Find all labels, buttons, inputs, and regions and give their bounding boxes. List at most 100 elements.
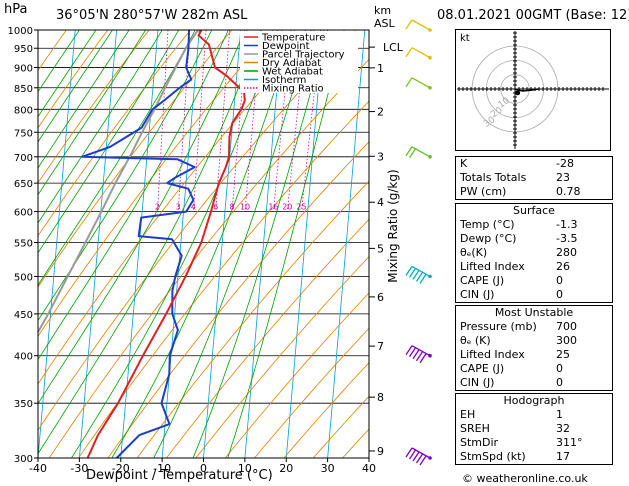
temp-label--40: -40 xyxy=(29,462,47,475)
km-label-4: 4 xyxy=(377,196,384,209)
isotherm--30 xyxy=(78,30,117,458)
most-unstable-value: 0 xyxy=(556,362,563,375)
most-unstable-row: CAPE (J) 0 xyxy=(456,362,612,376)
km-label-8: 8 xyxy=(377,391,384,404)
mixing-ratio-label-4: 4 xyxy=(191,203,196,212)
temp-label--10: -10 xyxy=(153,462,171,475)
wind-barb-300 xyxy=(405,447,432,466)
dry-adiabat-270 xyxy=(38,30,191,237)
most-unstable-label: CIN (J) xyxy=(460,376,495,389)
dewpoint-line xyxy=(81,30,196,458)
most-unstable-label: Pressure (mb) xyxy=(460,320,537,333)
pressure-label-900: 900 xyxy=(14,63,33,74)
dry-adiabat-380 xyxy=(224,292,369,458)
surface-label: θₑ(K) xyxy=(460,246,488,259)
mixing-ratio-line-6 xyxy=(215,30,231,212)
most-unstable-row: Pressure (mb) 700 xyxy=(456,320,612,334)
hodograph-index-row: StmSpd (kt) 17 xyxy=(456,450,612,464)
lcl-label: LCL xyxy=(383,41,404,54)
isotherm-10 xyxy=(244,30,283,458)
surface-label: Temp (°C) xyxy=(460,218,515,231)
km-label-7: 7 xyxy=(377,340,384,353)
surface-row: Lifted Index 26 xyxy=(456,260,612,274)
mixing-ratio-label-6: 6 xyxy=(213,203,218,212)
hodograph-index-row: EH 1 xyxy=(456,408,612,422)
pressure-label-300: 300 xyxy=(14,454,33,465)
mixing-ratio-line-8 xyxy=(231,30,248,212)
hodograph-trace xyxy=(514,88,539,92)
most-unstable-label: θₑ (K) xyxy=(460,334,491,347)
indices-table: K -28 Totals Totals 23 PW (cm) 0.78 xyxy=(455,156,613,200)
mixing-ratio-label-2: 2 xyxy=(155,203,160,212)
surface-value: -3.5 xyxy=(556,232,578,245)
temp-label-30: 30 xyxy=(321,462,335,475)
pressure-label-1000: 1000 xyxy=(8,26,33,37)
surface-table: Surface Temp (°C) -1.3 Dewp (°C) -3.5 θₑ(K) 2… xyxy=(455,203,613,303)
datetime-title: 08.01.2021 00GMT (Base: 12) xyxy=(437,8,629,23)
index-row: PW (cm) 0.78 xyxy=(456,185,612,199)
most-unstable-label: CAPE (J) xyxy=(460,362,505,375)
mixing-ratio-label-16: 16 xyxy=(268,203,278,212)
wet-adiabat--14 xyxy=(38,30,146,196)
hodograph-index-label: SREH xyxy=(460,422,490,435)
pressure-label-950: 950 xyxy=(14,44,33,55)
hodograph-index-value: 17 xyxy=(556,450,570,463)
wet-adiabat--6 xyxy=(38,30,180,254)
dry-adiabat-290 xyxy=(38,30,274,338)
most-unstable-label: Lifted Index xyxy=(460,348,525,361)
hodograph-index-value: 32 xyxy=(556,422,570,435)
mixing-ratio-line-25 xyxy=(301,30,322,212)
isotherm-20 xyxy=(285,30,324,458)
surface-row: Temp (°C) -1.3 xyxy=(456,218,612,232)
index-label: PW (cm) xyxy=(460,185,507,198)
hodograph-index-row: SREH 32 xyxy=(456,422,612,436)
legend-entry-1: Dewpoint xyxy=(262,41,310,52)
legend-entry-4: Wet Adiabat xyxy=(262,67,323,78)
hpa-unit-label: hPa xyxy=(4,2,28,17)
surface-value: 0 xyxy=(556,288,563,301)
surface-row: CIN (J) 0 xyxy=(456,288,612,302)
temp-label--20: -20 xyxy=(112,462,130,475)
surface-value: 280 xyxy=(556,246,577,259)
legend-entry-3: Dry Adiabat xyxy=(262,58,321,69)
wind-barb-700 xyxy=(405,146,432,159)
isotherm--20 xyxy=(120,30,159,458)
temp-label-40: 40 xyxy=(362,462,376,475)
surface-label: CIN (J) xyxy=(460,288,495,301)
km-label-3: 3 xyxy=(377,150,384,163)
most-unstable-value: 300 xyxy=(556,334,577,347)
wet-adiabat--30 xyxy=(38,30,80,93)
pressure-label-550: 550 xyxy=(14,239,33,250)
index-value: 0.78 xyxy=(556,185,581,198)
most-unstable-row: θₑ (K) 300 xyxy=(456,334,612,348)
index-row: K -28 xyxy=(456,157,612,171)
dry-adiabat-280 xyxy=(38,30,233,288)
km-label-9: 9 xyxy=(377,445,384,458)
surface-label: Dewp (°C) xyxy=(460,232,517,245)
isotherm-0 xyxy=(203,30,242,458)
most-unstable-table: Most Unstable Pressure (mb) 700 θₑ (K) 300 L… xyxy=(455,305,613,391)
dry-adiabat-250 xyxy=(38,30,109,129)
legend-entry-2: Parcel Trajectory xyxy=(262,50,345,61)
mixing-ratio-label-10: 10 xyxy=(240,203,250,212)
wind-barb-925 xyxy=(405,47,432,60)
most-unstable-title: Most Unstable xyxy=(494,306,574,319)
isotherm--10 xyxy=(161,30,200,458)
surface-label: CAPE (J) xyxy=(460,274,505,287)
mixing-ratio-label-3: 3 xyxy=(176,203,181,212)
legend-background xyxy=(240,31,358,93)
legend-entry-5: Isotherm xyxy=(262,75,306,86)
legend-entry-0: Temperature xyxy=(261,33,325,44)
index-label: Totals Totals xyxy=(460,171,527,184)
km-label-2: 2 xyxy=(377,106,384,119)
most-unstable-value: 700 xyxy=(556,320,577,333)
surface-row: Dewp (°C) -3.5 xyxy=(456,232,612,246)
wind-barb-850 xyxy=(405,77,432,90)
mixing-ratio-label-20: 20 xyxy=(282,203,292,212)
hodograph-table-title: Hodograph xyxy=(503,394,565,407)
mixing-ratio-axis-text: Mixing Ratio (g/kg) xyxy=(386,169,400,283)
pressure-label-350: 350 xyxy=(14,399,33,410)
mixing-ratio-axis-label: Mixing Ratio (g/kg) xyxy=(386,169,400,282)
